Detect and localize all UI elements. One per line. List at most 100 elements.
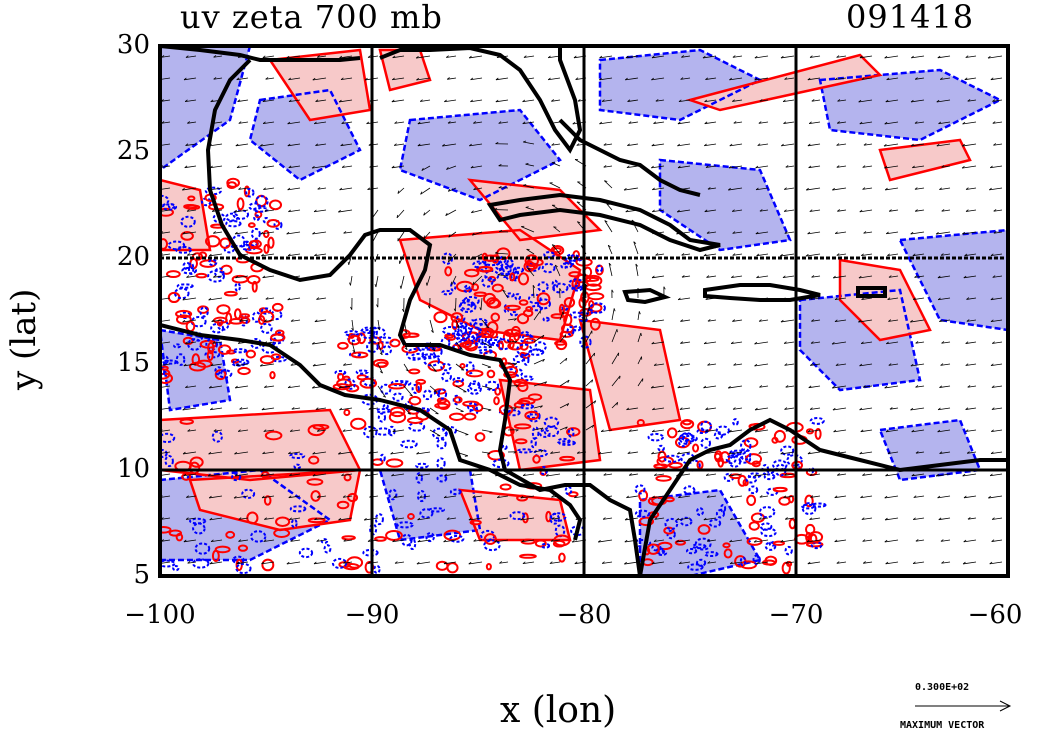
wind-vector bbox=[160, 407, 171, 410]
wind-vector bbox=[754, 77, 769, 81]
wind-vector bbox=[498, 121, 509, 124]
wind-vector bbox=[728, 473, 743, 477]
wind-vector bbox=[782, 275, 795, 279]
wind-vector bbox=[809, 209, 821, 212]
wind-vector bbox=[601, 99, 613, 102]
wind-vector bbox=[805, 187, 821, 191]
wind-vector bbox=[962, 121, 977, 125]
positive-contour bbox=[646, 543, 660, 555]
wind-vector bbox=[472, 495, 483, 498]
wind-vector bbox=[507, 429, 519, 432]
positive-contour bbox=[245, 349, 257, 359]
wind-vector bbox=[785, 385, 795, 388]
wind-vector bbox=[533, 358, 545, 365]
wind-vector bbox=[481, 363, 491, 369]
wind-vector bbox=[964, 77, 977, 81]
negative-contour bbox=[441, 289, 453, 296]
wind-vector bbox=[888, 319, 899, 322]
wind-vector bbox=[966, 451, 977, 454]
negative-contour bbox=[172, 565, 180, 572]
wind-vector bbox=[260, 473, 275, 477]
wind-vector bbox=[912, 561, 925, 565]
wind-vector bbox=[914, 77, 925, 80]
positive-contour bbox=[180, 231, 194, 241]
wind-vector bbox=[678, 495, 691, 499]
positive-contour bbox=[337, 341, 349, 350]
wind-vector bbox=[730, 517, 743, 521]
positive-contour bbox=[435, 560, 449, 571]
positive-contour bbox=[350, 351, 369, 359]
wind-vector bbox=[628, 121, 639, 124]
wind-vector bbox=[507, 363, 518, 366]
wind-vector bbox=[884, 385, 899, 389]
wind-vector bbox=[805, 253, 821, 257]
wind-vector bbox=[376, 297, 379, 308]
positive-contour bbox=[389, 406, 406, 418]
wind-vector bbox=[507, 318, 517, 321]
positive-contour bbox=[638, 489, 649, 502]
wind-vector bbox=[340, 77, 353, 81]
wind-vector bbox=[962, 561, 977, 565]
wind-vector bbox=[681, 55, 691, 58]
wind-vector bbox=[624, 77, 639, 81]
wind-vector bbox=[263, 187, 275, 190]
wind-vector bbox=[989, 561, 1003, 565]
negative-contour bbox=[801, 502, 817, 516]
wind-vector bbox=[679, 407, 691, 410]
wind-vector bbox=[706, 539, 717, 542]
negative-contour bbox=[214, 366, 223, 376]
grid-lines bbox=[160, 46, 1008, 576]
wind-vector bbox=[705, 407, 717, 410]
positive-contour bbox=[463, 412, 477, 421]
wind-vector bbox=[208, 385, 223, 389]
wind-vector bbox=[940, 253, 951, 256]
wind-vector bbox=[914, 121, 925, 124]
negative-contour bbox=[657, 444, 665, 452]
negative-contour bbox=[596, 264, 603, 273]
positive-contour bbox=[472, 403, 484, 413]
negative-contour bbox=[161, 355, 169, 365]
positive-contour bbox=[552, 247, 562, 254]
negative-contour bbox=[696, 507, 704, 517]
positive-contour bbox=[465, 369, 484, 378]
positive-contour bbox=[263, 244, 270, 254]
positive-contour bbox=[509, 272, 516, 282]
wind-vector bbox=[286, 561, 301, 565]
wind-vector bbox=[651, 165, 665, 169]
wind-vector bbox=[421, 165, 431, 171]
x-tick-label: −60 bbox=[967, 600, 1023, 630]
wind-vector bbox=[341, 473, 353, 476]
wind-vector bbox=[316, 429, 327, 432]
wind-vector bbox=[207, 473, 223, 477]
positive-contour bbox=[408, 368, 421, 375]
positive-contour bbox=[534, 539, 547, 548]
wind-vector bbox=[481, 407, 492, 412]
positive-contour bbox=[336, 500, 350, 510]
negative-contour bbox=[380, 383, 392, 395]
positive-contour bbox=[257, 315, 266, 325]
wind-vector bbox=[807, 451, 821, 455]
negative-contour bbox=[231, 472, 242, 482]
wind-vector bbox=[471, 231, 483, 236]
wind-vector bbox=[704, 143, 717, 147]
wind-vector bbox=[399, 275, 405, 289]
positive-contour bbox=[402, 332, 420, 338]
wind-vector bbox=[468, 517, 483, 521]
wind-vector bbox=[862, 165, 873, 168]
wind-vector bbox=[886, 341, 899, 345]
positive-contour bbox=[786, 560, 793, 567]
negative-contour bbox=[679, 516, 693, 527]
positive-contour bbox=[207, 341, 215, 355]
negative-contour bbox=[728, 455, 742, 468]
wind-vector bbox=[286, 55, 301, 59]
wind-vector bbox=[522, 473, 535, 477]
positive-contour bbox=[408, 395, 422, 406]
wind-vector bbox=[728, 429, 743, 433]
negative-contour bbox=[164, 455, 174, 468]
positive-contour bbox=[498, 362, 515, 369]
positive-contour bbox=[516, 313, 530, 325]
wind-vector bbox=[779, 253, 795, 257]
y-tick-label: 5 bbox=[133, 560, 150, 590]
negative-contour bbox=[634, 509, 651, 518]
wind-vector bbox=[833, 429, 847, 433]
